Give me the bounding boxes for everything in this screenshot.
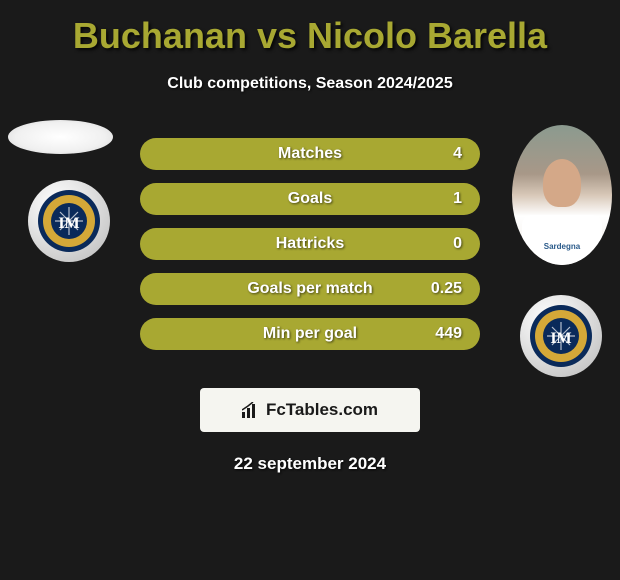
footer-date: 22 september 2024 — [0, 454, 620, 474]
page-title: Buchanan vs Nicolo Barella — [0, 15, 620, 57]
avatar-shirt: Sardegna — [522, 215, 602, 265]
page-subtitle: Club competitions, Season 2024/2025 — [0, 75, 620, 93]
stat-label: Hattricks — [198, 235, 422, 253]
stat-row: Matches4 — [140, 138, 480, 170]
stat-row: Goals1 — [140, 183, 480, 215]
player-left-avatar — [8, 120, 113, 154]
stat-label: Goals per match — [198, 280, 422, 298]
stat-label: Matches — [198, 145, 422, 163]
source-text: FcTables.com — [266, 400, 378, 420]
stat-right-value: 449 — [422, 325, 462, 343]
stat-row: Goals per match0.25 — [140, 273, 480, 305]
stat-right-value: 0 — [422, 235, 462, 253]
source-badge[interactable]: FcTables.com — [200, 388, 420, 432]
avatar-head — [543, 159, 581, 207]
club-logo-right: IM — [520, 295, 602, 377]
stat-right-value: 4 — [422, 145, 462, 163]
inter-badge-icon: IM — [38, 190, 100, 252]
player-right-avatar: Sardegna — [512, 125, 612, 265]
stat-right-value: 0.25 — [422, 280, 462, 298]
stat-label: Min per goal — [198, 325, 422, 343]
comparison-card: Buchanan vs Nicolo Barella Club competit… — [0, 0, 620, 484]
stat-row: Hattricks0 — [140, 228, 480, 260]
chart-icon — [242, 402, 260, 418]
inter-badge-icon: IM — [530, 305, 592, 367]
stat-row: Min per goal449 — [140, 318, 480, 350]
club-logo-left: IM — [28, 180, 110, 262]
stat-label: Goals — [198, 190, 422, 208]
shirt-text: Sardegna — [522, 242, 602, 251]
stat-right-value: 1 — [422, 190, 462, 208]
